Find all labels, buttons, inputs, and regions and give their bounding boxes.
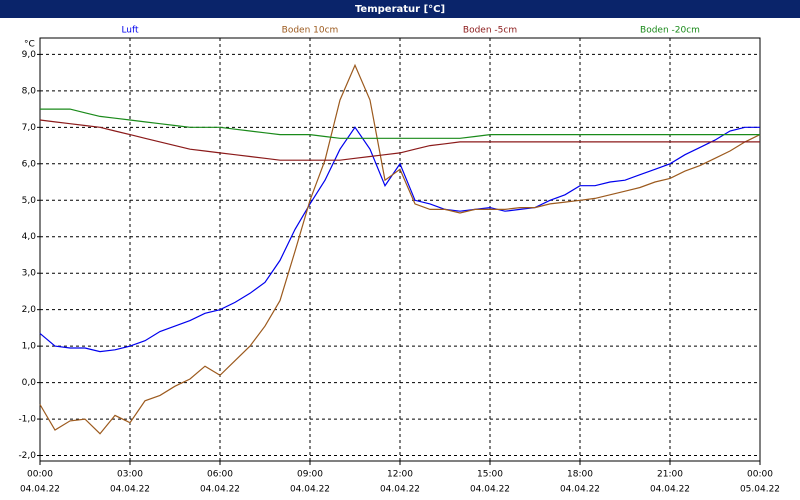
x-tick-label: 00:00 <box>747 470 773 480</box>
x-tick-sublabel: 04.04.22 <box>650 485 690 495</box>
y-tick-label: 5,0 <box>22 196 37 206</box>
x-tick-sublabel: 04.04.22 <box>560 485 600 495</box>
x-tick-label: 06:00 <box>207 470 233 480</box>
y-tick-label: 1,0 <box>22 342 37 352</box>
x-tick-label: 18:00 <box>567 470 593 480</box>
x-tick-label: 15:00 <box>477 470 503 480</box>
title-bar <box>0 0 800 18</box>
series-line <box>39 119 760 161</box>
y-tick-label: 6,0 <box>22 159 37 169</box>
chart-title: Temperatur [°C] <box>355 4 445 15</box>
y-tick-label: 0,0 <box>22 378 37 388</box>
x-tick-sublabel: 04.04.22 <box>470 485 510 495</box>
legend-label: Boden 10cm <box>282 26 339 36</box>
x-tick-label: 03:00 <box>117 470 143 480</box>
y-tick-label: 2,0 <box>22 305 37 315</box>
y-tick-label: 3,0 <box>22 269 37 279</box>
x-tick-sublabel: 04.04.22 <box>200 485 240 495</box>
x-tick-sublabel: 04.04.22 <box>290 485 330 495</box>
y-tick-label: -1,0 <box>18 415 36 425</box>
series-line <box>39 126 760 353</box>
plot-frame <box>39 37 761 462</box>
x-tick-sublabel: 05.04.22 <box>740 485 780 495</box>
series-line <box>39 63 761 435</box>
y-tick-label: 9,0 <box>22 50 37 60</box>
series-line <box>40 108 760 139</box>
x-tick-sublabel: 04.04.22 <box>110 485 150 495</box>
legend-label: Luft <box>121 26 139 36</box>
x-tick-label: 00:00 <box>27 470 53 480</box>
y-unit: °C <box>24 40 35 50</box>
legend-label: Boden -5cm <box>463 26 517 36</box>
legend-label: Boden -20cm <box>640 26 700 36</box>
x-tick-sublabel: 04.04.22 <box>20 485 60 495</box>
x-tick-label: 21:00 <box>657 470 683 480</box>
y-tick-label: 8,0 <box>22 86 37 96</box>
x-tick-sublabel: 04.04.22 <box>380 485 420 495</box>
y-tick-label: 4,0 <box>22 232 37 242</box>
y-tick-label: 7,0 <box>22 123 37 133</box>
x-tick-label: 09:00 <box>297 470 323 480</box>
y-tick-label: -2,0 <box>18 451 36 461</box>
x-tick-label: 12:00 <box>387 470 413 480</box>
